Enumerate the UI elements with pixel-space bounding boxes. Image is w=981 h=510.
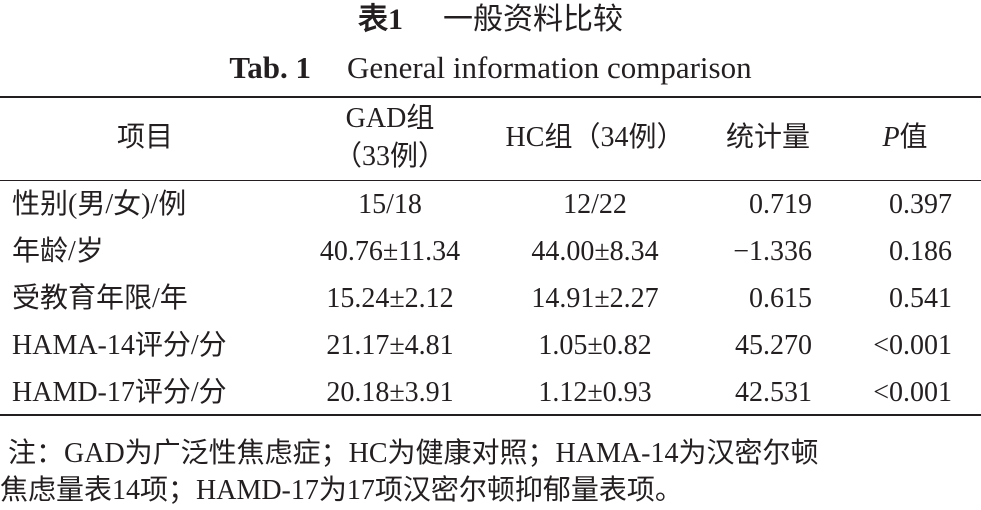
table-cell: −1.336 — [733, 236, 812, 267]
header-cell: P值 — [755, 124, 981, 152]
title-cn: 表1 一般资料比较 — [0, 5, 981, 35]
table-cell: 21.17±4.81 — [326, 330, 454, 361]
table-cell: 0.719 — [749, 189, 812, 220]
title-text: 一般资料比较 — [443, 3, 623, 36]
header-cell: GAD组 — [345, 103, 435, 134]
row-label: 受教育年限/年 — [12, 283, 188, 314]
table-cell: 15.24±2.12 — [326, 283, 454, 314]
row-label: 性别(男/女)/例 — [12, 189, 187, 220]
table-cell: 12/22 — [563, 189, 627, 220]
header-cell: 统计量 — [725, 122, 810, 153]
table-cell: 0.397 — [889, 189, 952, 220]
table-cell: 1.05±0.82 — [538, 330, 652, 361]
header-cell: （33例） — [333, 141, 446, 172]
bottom-rule — [0, 414, 981, 416]
row-label: 年龄/岁 — [12, 236, 104, 267]
table-cell: 42.531 — [735, 377, 812, 408]
table-cell: 44.00±8.34 — [531, 236, 659, 267]
table-cell: 1.12±0.93 — [538, 377, 652, 408]
table-cell: 20.18±3.91 — [326, 377, 454, 408]
header-cell: 项目 — [116, 122, 173, 153]
title-text: General information comparison — [346, 50, 752, 85]
row-label: HAMD-17评分/分 — [12, 377, 227, 408]
header-italic: P — [882, 122, 900, 153]
table-cell: 0.541 — [889, 283, 952, 314]
header-rule — [0, 180, 981, 181]
table-cell: 40.76±11.34 — [319, 236, 461, 267]
table-cell: 45.270 — [735, 330, 812, 361]
table-cell: 14.91±2.27 — [531, 283, 659, 314]
table-cell: <0.001 — [873, 330, 952, 361]
row-label: HAMA-14评分/分 — [12, 330, 227, 361]
title-label: 表1 — [358, 3, 403, 36]
table-cell: <0.001 — [873, 377, 952, 408]
table-cell: 15/18 — [358, 189, 422, 220]
title-label: Tab. 1 — [229, 50, 311, 85]
top-rule — [0, 96, 981, 98]
table-cell: 0.615 — [749, 283, 812, 314]
note-line: 焦虑量表14项；HAMD-17为17项汉密尔顿抑郁量表项。 — [0, 475, 683, 506]
table-cell: 0.186 — [889, 236, 952, 267]
header-cell: HC组（34例） — [505, 122, 685, 153]
header-text: 值 — [899, 122, 928, 153]
note-line: 注：GAD为广泛性焦虑症；HC为健康对照；HAMA-14为汉密尔顿 — [8, 438, 819, 469]
title-en: Tab. 1 General information comparison — [0, 52, 981, 83]
